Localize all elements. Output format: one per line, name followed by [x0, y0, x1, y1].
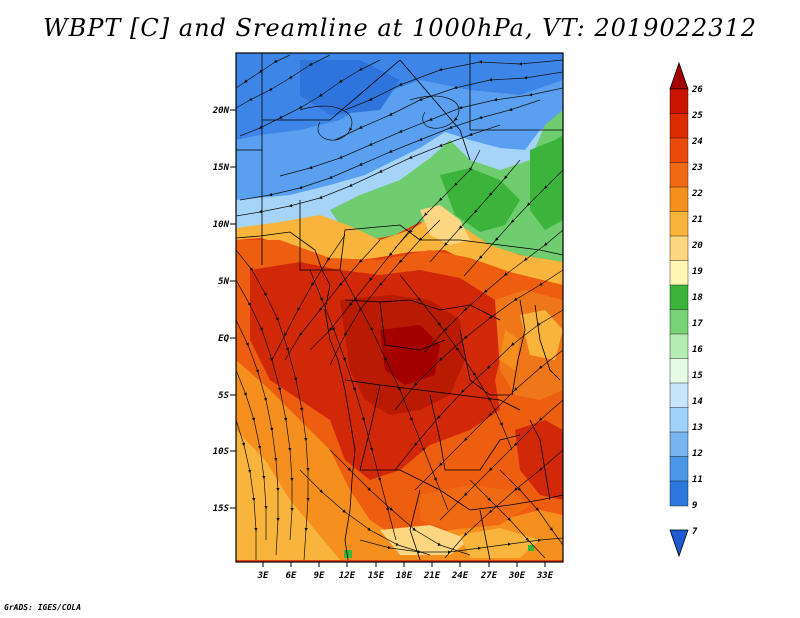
colorbar-cell: [669, 431, 689, 458]
colorbar-label: 24: [691, 137, 703, 147]
lon-label: 6E: [286, 571, 297, 581]
colorbar-label: 26: [691, 85, 703, 95]
lon-label: 3E: [257, 571, 269, 581]
streamlines: [236, 54, 563, 561]
colorbar-label: 22: [691, 189, 703, 199]
lon-label: 27E: [480, 571, 498, 581]
colorbar-label: 16: [692, 345, 703, 355]
lat-label: 5S: [218, 391, 229, 401]
longitude-axis: [262, 562, 546, 567]
lat-label: 15N: [213, 163, 230, 173]
lon-label: 18E: [396, 571, 413, 581]
colorbar-cell: [669, 137, 689, 164]
colorbar-label: 18: [692, 293, 703, 303]
map-field: [236, 53, 563, 562]
colorbar-cell: [669, 284, 689, 311]
colorbar-label: 12: [692, 449, 703, 459]
colorbar-cell: [669, 88, 689, 115]
colorbar-label: 9: [692, 501, 697, 511]
colorbar-top-arrow: [669, 61, 689, 90]
lat-label: 15S: [213, 504, 230, 514]
credit-text: GrADS: IGES/COLA: [4, 603, 82, 612]
colorbar-cell: [669, 407, 689, 433]
colorbar-label: 17: [692, 319, 703, 329]
map-frame: [235, 52, 564, 563]
colorbar-label: 21: [691, 215, 703, 225]
lon-label: 9E: [314, 571, 325, 581]
colorbar-bottom-arrow: [669, 529, 689, 558]
colorbar-cell: [669, 358, 689, 384]
colorbar-cell: [669, 211, 689, 237]
colorbar-cell: [669, 382, 689, 409]
lon-label: 30E: [508, 571, 526, 581]
colorbar-cell: [669, 113, 689, 139]
lat-label: 20N: [212, 106, 230, 116]
lon-label: 24E: [451, 571, 469, 581]
colorbar-label: 20: [691, 241, 703, 251]
colorbar-cell: [669, 480, 689, 507]
colorbar-cell: [669, 186, 689, 213]
colorbar-cell: [669, 456, 689, 482]
lat-label: EQ: [218, 334, 229, 344]
lat-label: 10S: [213, 447, 230, 457]
colorbar-label: 25: [691, 111, 703, 121]
colorbar-cell: [669, 333, 689, 360]
lon-label: 15E: [368, 571, 385, 581]
lon-label: 21E: [423, 571, 441, 581]
colorbar-label: 15: [692, 371, 703, 381]
colorbar-cell: [669, 309, 689, 335]
colorbar-label: 11: [692, 475, 703, 485]
colorbar-cell: [669, 235, 689, 262]
latitude-axis: [230, 109, 236, 509]
colorbar-cell: [669, 162, 689, 188]
colorbar-label: 23: [691, 163, 703, 173]
colorbar: 26 25 24 23 22 21 20 19 18 17 16 15 14 1…: [669, 61, 703, 558]
colorbar-cell: [669, 260, 689, 286]
lat-label: 5N: [218, 277, 229, 287]
colorbar-label: 7: [692, 527, 698, 537]
lon-label: 33E: [536, 571, 554, 581]
map-title: WBPT [C] and Sreamline at 1000hPa, VT: 2…: [42, 14, 758, 42]
colorbar-label: 14: [692, 397, 703, 407]
colorbar-label: 13: [692, 423, 703, 433]
lat-label: 10N: [213, 220, 230, 230]
colorbar-label: 19: [692, 267, 703, 277]
lon-label: 12E: [339, 571, 356, 581]
